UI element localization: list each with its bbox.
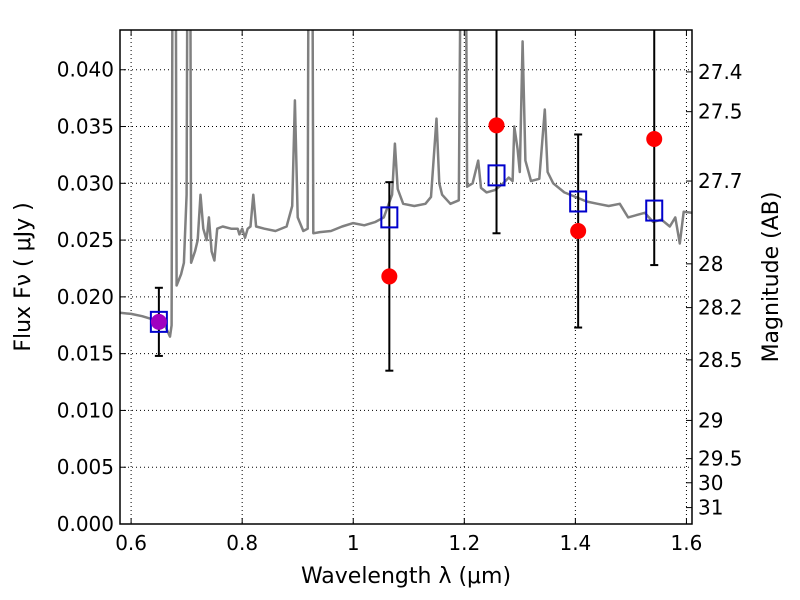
y2-tick-label: 28.2 <box>698 296 743 320</box>
y2-tick-label: 28 <box>698 252 723 276</box>
model-photometry-point <box>645 199 664 222</box>
y2-tick-label: 27.7 <box>698 169 743 193</box>
observed-flux-point <box>381 268 398 285</box>
y-tick-label: 0.025 <box>57 228 114 252</box>
y-tick-label: 0.020 <box>57 285 114 309</box>
y-tick-label: 0.005 <box>57 455 114 479</box>
model-photometry-point <box>487 164 506 187</box>
y2-axis-label: Magnitude (AB) <box>759 192 784 363</box>
model-photometry-point <box>380 206 399 229</box>
plot-frame <box>119 29 693 525</box>
y-tick-label: 0.035 <box>57 115 114 139</box>
y-tick-label: 0.040 <box>57 58 114 82</box>
observed-flux-point <box>570 223 587 240</box>
x-axis-label: Wavelength λ (μm) <box>301 564 511 589</box>
y2-tick-label: 27.5 <box>698 100 743 124</box>
y-tick-label: 0.015 <box>57 342 114 366</box>
x-tick-label: 1.2 <box>448 531 480 555</box>
y-tick-label: 0.000 <box>57 512 114 536</box>
model-photometry-point <box>569 190 588 213</box>
x-tick-label: 1.6 <box>671 531 703 555</box>
x-tick-label: 0.8 <box>226 531 258 555</box>
axes: 0.6 0.8 1 1.2 1.4 1.6 0.000 0.005 0.010 0.015 0.02… <box>57 30 743 555</box>
x-tick-label: 1 <box>347 531 360 555</box>
y2-tick-label: 29 <box>698 408 723 432</box>
y2-tick-label: 27.4 <box>698 60 743 84</box>
y2-tick-label: 30 <box>698 471 723 495</box>
y-tick-label: 0.010 <box>57 398 114 422</box>
y2-tick-label: 28.5 <box>698 348 743 372</box>
y2-tick-label: 29.5 <box>698 447 743 471</box>
plot-area <box>120 30 692 372</box>
observed-flux-point <box>150 313 167 330</box>
x-tick-label: 1.4 <box>559 531 591 555</box>
y-axis-label: Flux Fν ( μJy ) <box>11 202 36 351</box>
x-tick-label: 0.6 <box>115 531 147 555</box>
observed-flux-point <box>646 131 663 148</box>
y-tick-label: 0.030 <box>57 171 114 195</box>
model-spectrum-line <box>120 30 692 338</box>
y2-tick-label: 31 <box>698 496 723 520</box>
observed-flux-point <box>488 117 505 134</box>
